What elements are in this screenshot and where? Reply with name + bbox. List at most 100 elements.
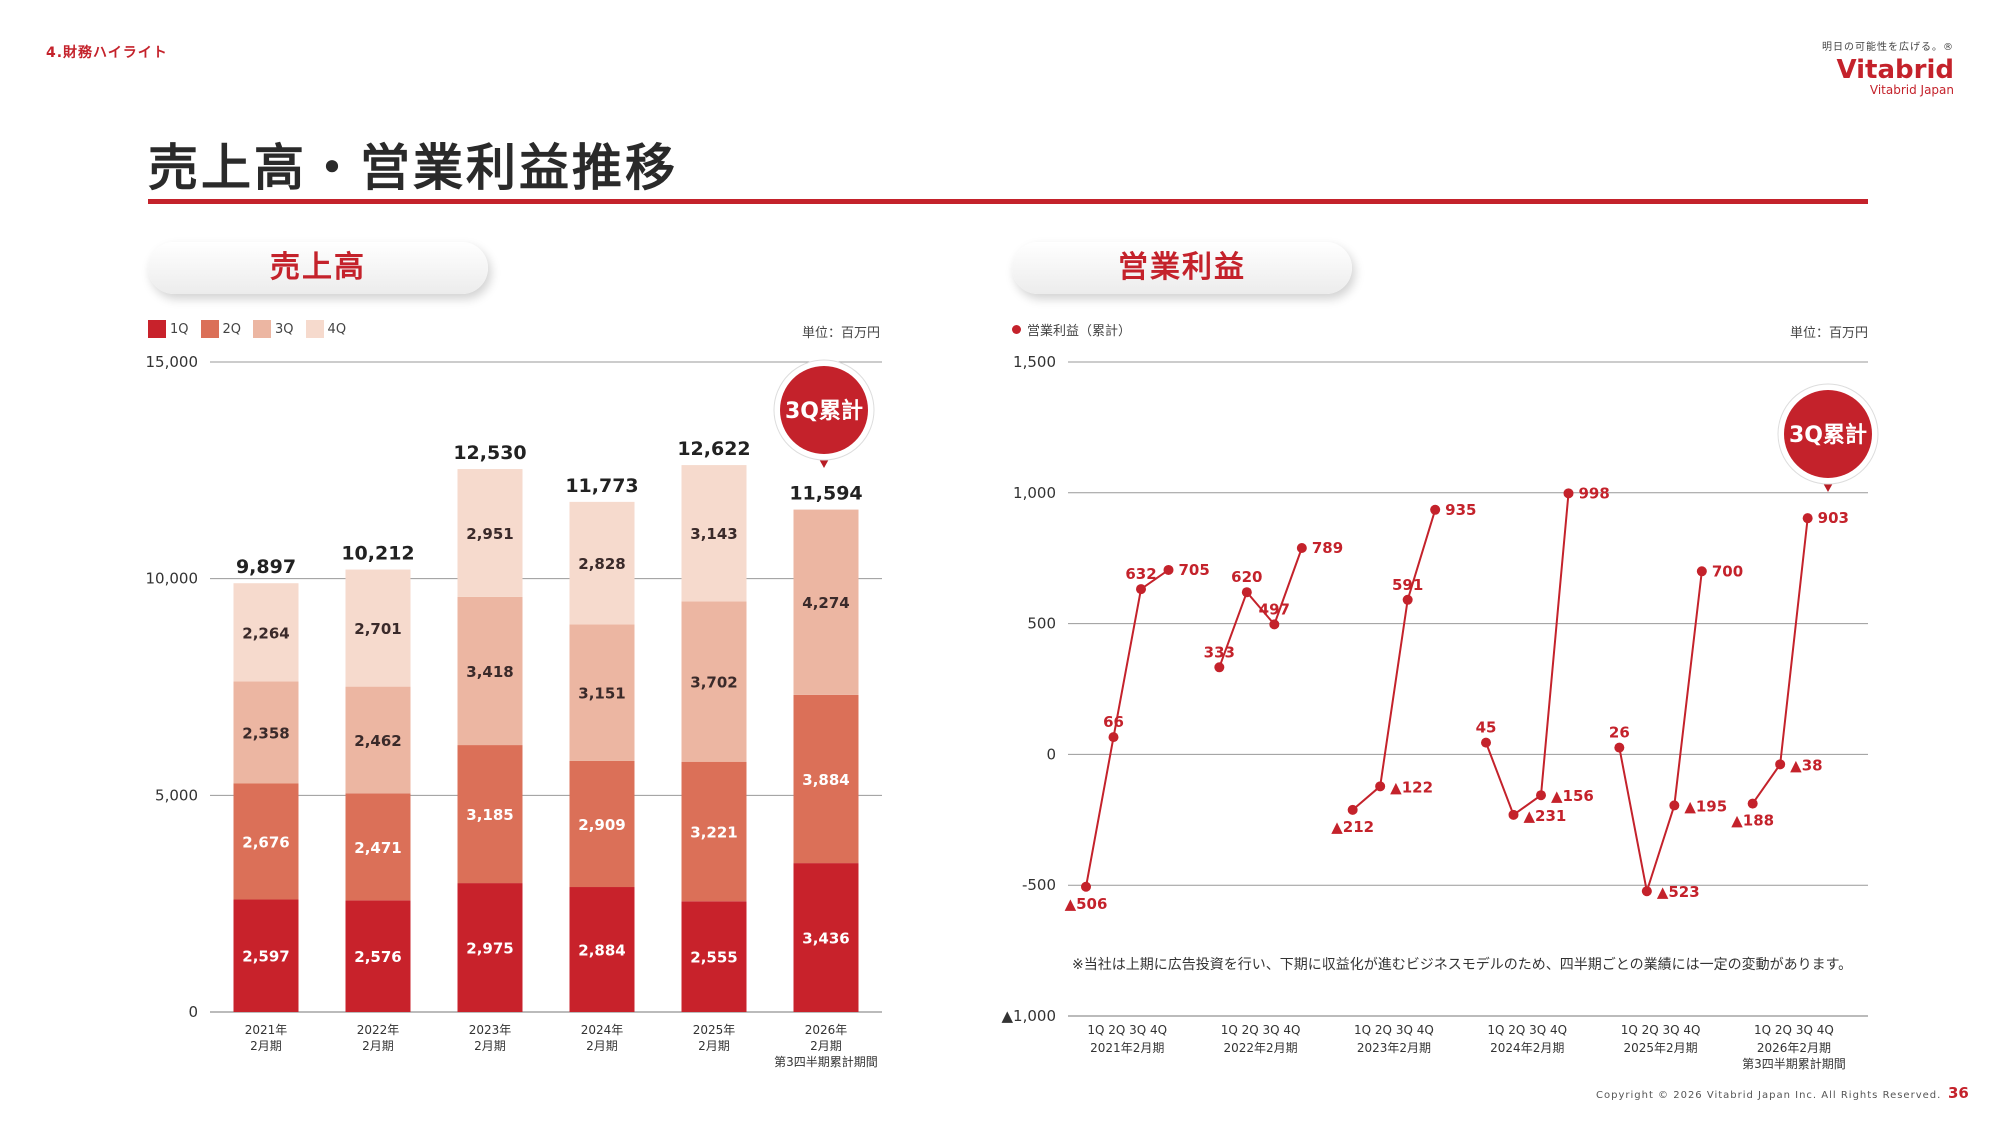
sales-bar-1q	[681, 901, 747, 1012]
sales-total-label: 12,530	[453, 442, 526, 464]
profit-value-label: 935	[1445, 501, 1476, 519]
sales-bar-label: 2,884	[578, 942, 625, 960]
profit-value-label: 620	[1231, 568, 1262, 586]
profit-value-label: 26	[1609, 724, 1630, 742]
sales-unit: 単位：百万円	[802, 326, 881, 341]
profit-ytick-label: 0	[1046, 745, 1056, 763]
profit-line	[1352, 509, 1437, 811]
profit-point	[1536, 790, 1546, 801]
profit-point	[1296, 542, 1307, 553]
sales-bar-label: 3,702	[690, 673, 737, 691]
sales-bar-label: 2,975	[466, 940, 513, 958]
profit-value-label: 333	[1204, 643, 1235, 661]
legend-swatch-2q	[200, 320, 219, 338]
sales-total-label: 10,212	[341, 543, 414, 565]
profit-point	[1481, 737, 1491, 748]
profit-point	[1430, 504, 1441, 515]
sales-chart-title: 売上高	[148, 242, 488, 294]
profit-value-label: ▲122	[1390, 778, 1433, 796]
profit-ytick-label: 500	[1027, 615, 1056, 633]
profit-value-label: 903	[1818, 509, 1849, 527]
profit-quarter-labels: 1Q 2Q 3Q 4Q	[1221, 1023, 1301, 1037]
sales-3q-badge-ring	[773, 359, 875, 461]
sales-bar-4q	[569, 501, 635, 625]
sales-ytick-label: 0	[188, 1003, 198, 1021]
legend-swatch-4q	[305, 320, 324, 338]
profit-value-label: 45	[1476, 719, 1497, 737]
sales-bar-label: 3,221	[690, 823, 737, 841]
profit-quarter-labels: 1Q 2Q 3Q 4Q	[1487, 1023, 1567, 1037]
profit-value-label: ▲523	[1657, 883, 1700, 901]
profit-value-label: 66	[1103, 713, 1124, 731]
sales-bar-3q	[681, 601, 747, 762]
profit-point	[1269, 619, 1280, 630]
sales-category-label: 2021年	[245, 1023, 288, 1037]
sales-category-label: 2024年	[581, 1023, 624, 1037]
profit-value-label: ▲195	[1684, 797, 1727, 815]
page-number: 36	[1948, 1084, 1969, 1102]
profit-point	[1347, 804, 1358, 815]
sales-bar-1q	[233, 899, 299, 1012]
sales-bar-2q	[233, 783, 299, 900]
sales-category-label: 2022年	[357, 1023, 400, 1037]
sales-bar-label: 4,274	[802, 594, 849, 612]
profit-point	[1136, 584, 1146, 595]
legend-label-3q: 3Q	[275, 321, 294, 337]
legend-item-3q: 3Q	[253, 320, 294, 338]
profit-ytick-label: 1,000	[1013, 484, 1056, 502]
sales-bar-label: 2,576	[354, 948, 401, 966]
sales-bar-2q	[345, 793, 411, 901]
profit-line	[1618, 571, 1703, 892]
profit-year-label: 2026年2月期	[1757, 1041, 1831, 1055]
profit-value-label: 632	[1125, 565, 1156, 583]
sales-bar-1q	[793, 863, 859, 1012]
profit-3q-badge-text: 3Q累計	[1789, 422, 1867, 448]
profit-value-label: 705	[1179, 561, 1210, 579]
sales-bar-1q	[345, 900, 411, 1012]
brand-logo: 明日の可能性を広げる。® Vitabrid Vitabrid Japan	[1822, 38, 1954, 97]
legend-label-2q: 2Q	[222, 321, 242, 337]
sales-total-label: 12,622	[677, 438, 750, 460]
profit-line	[1485, 493, 1570, 817]
sales-bar-label: 2,676	[242, 833, 289, 851]
legend-label-profit: 営業利益（累計）	[1027, 324, 1132, 339]
sales-bar-4q	[457, 469, 523, 597]
sales-category-label: 2月期	[474, 1039, 506, 1053]
profit-point	[1108, 732, 1119, 743]
profit-quarter-labels: 1Q 2Q 3Q 4Q	[1754, 1023, 1834, 1037]
profit-point	[1214, 662, 1225, 673]
sales-ytick-label: 10,000	[146, 570, 199, 588]
title-divider	[148, 199, 1868, 204]
profit-year-label: 2023年2月期	[1357, 1041, 1431, 1055]
profit-year-label: 2021年2月期	[1090, 1041, 1164, 1055]
sales-category-label: 2025年	[693, 1023, 736, 1037]
sales-bar-4q	[681, 465, 747, 602]
sales-ytick-label: 15,000	[146, 353, 199, 371]
profit-value-label: ▲188	[1731, 812, 1774, 830]
legend-label-4q: 4Q	[327, 321, 347, 337]
sales-bar-2q	[681, 761, 747, 902]
sales-bar-label: 2,358	[242, 724, 289, 742]
sales-category-label: 2月期	[250, 1039, 282, 1053]
sales-category-label: 第3四半期累計期間	[774, 1054, 878, 1069]
profit-value-label: 497	[1259, 600, 1290, 618]
sales-bar-3q	[569, 624, 635, 761]
sales-bar-label: 2,828	[578, 555, 625, 573]
profit-year-label: 2025年2月期	[1623, 1041, 1697, 1055]
profit-point	[1081, 881, 1091, 892]
sales-category-label: 2月期	[698, 1039, 730, 1053]
sales-category-label: 2026年	[805, 1023, 848, 1037]
sales-bar-label: 2,909	[578, 816, 625, 834]
legend-item-4q: 4Q	[305, 320, 347, 338]
sales-bar-2q	[569, 760, 635, 888]
sales-bar-label: 2,462	[354, 732, 401, 750]
profit-point	[1508, 809, 1519, 820]
legend-dot	[1012, 325, 1021, 334]
sales-bar-1q	[569, 887, 635, 1012]
legend-item-1q: 1Q	[148, 320, 189, 338]
legend-swatch-3q	[253, 320, 272, 338]
profit-value-label: 591	[1392, 576, 1423, 594]
profit-3q-badge-pointer	[1818, 474, 1838, 492]
sales-bar-label: 2,951	[466, 525, 513, 543]
brand-name: Vitabrid	[1836, 55, 1954, 85]
